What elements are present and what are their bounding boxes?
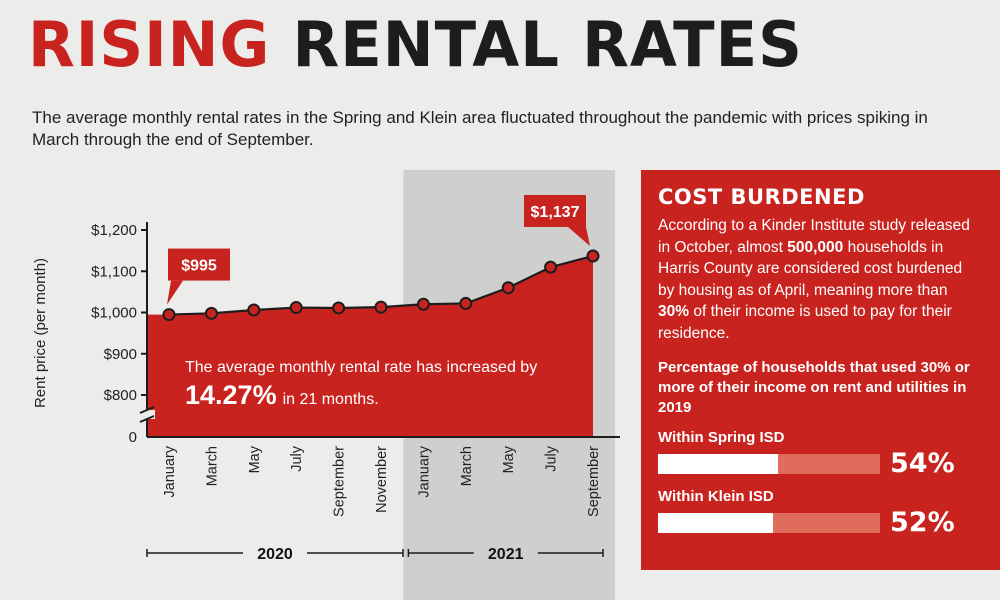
- x-tick-label: March: [204, 446, 220, 486]
- axis-break-mark: [139, 406, 155, 414]
- callout-label: $1,137: [531, 204, 580, 221]
- callout-label: $995: [181, 258, 217, 275]
- callout-box: [524, 194, 586, 227]
- title-highlight: RISING: [28, 8, 271, 81]
- year-label: 2020: [257, 546, 293, 563]
- y-tick-label: $1,100: [91, 263, 137, 280]
- x-tick-label: January: [416, 445, 432, 497]
- metric-value: 52%: [890, 507, 955, 538]
- axis-break-mark: [139, 415, 155, 423]
- metric-label: Within Spring ISD: [658, 429, 785, 446]
- data-point: [289, 301, 303, 315]
- metric-value: 54%: [890, 448, 955, 479]
- data-point: [247, 303, 261, 317]
- year-label: 2021: [488, 546, 524, 563]
- x-tick-label: January: [162, 445, 178, 497]
- data-point: [332, 301, 346, 315]
- page-subtitle: The average monthly rental rates in the …: [32, 108, 928, 149]
- metric-label: Within Klein ISD: [658, 488, 774, 505]
- axis-break-gap: [139, 410, 155, 419]
- data-point: [416, 297, 430, 311]
- data-point: [501, 281, 515, 295]
- panel-subheading: Percentage of households that used 30% o…: [658, 359, 970, 416]
- x-tick-label: September: [332, 446, 348, 517]
- y-zero-label: 0: [129, 429, 137, 446]
- metrics-list: Within Spring ISD 54% Within Klein ISD 52%: [658, 428, 982, 536]
- y-tick-label: $800: [104, 387, 137, 404]
- x-tick-label: May: [501, 445, 517, 473]
- x-tick-label: March: [459, 446, 475, 486]
- data-point: [586, 249, 600, 263]
- panel-body-emphasis: 500,000: [787, 238, 844, 256]
- panel-body-text: households in Harris County are consider…: [658, 238, 963, 299]
- x-tick-label: May: [247, 445, 263, 473]
- metric-bar: [658, 512, 880, 533]
- rental-rate-chart: $1,200 $1,100 $1,000 $900 $800 0 Rent price (p…: [32, 170, 620, 600]
- data-point: [374, 300, 388, 314]
- callout-box: [168, 248, 230, 281]
- metric-bar-fill: [658, 512, 774, 533]
- panel-body-text: of their income is used to pay for their…: [658, 303, 952, 342]
- y-tick-label: $1,200: [91, 222, 137, 239]
- metric-item: Within Spring ISD 54%: [658, 428, 982, 477]
- callout-pointer: [568, 226, 590, 246]
- metric-bar: [658, 453, 880, 474]
- data-point: [204, 306, 218, 320]
- annotation-highlight: 14.27% in 21 months.: [185, 380, 379, 410]
- page-title: RISING RENTAL RATES: [28, 14, 803, 76]
- panel-heading: COST BURDENED: [658, 185, 865, 209]
- panel-body-emphasis: 30%: [658, 303, 690, 320]
- cost-burdened-panel: COST BURDENED According to a Kinder Inst…: [641, 170, 1000, 570]
- annotation-line: The average monthly rental rate has incr…: [185, 359, 537, 376]
- y-tick-label: $1,000: [91, 305, 137, 322]
- data-point: [459, 296, 473, 310]
- x-tick-label: November: [374, 446, 390, 513]
- y-axis-label: Rent price (per month): [32, 258, 49, 408]
- panel-body-text: According to a Kinder Institute study re…: [658, 217, 970, 256]
- y-tick-label: $900: [104, 346, 137, 363]
- callout-pointer: [167, 280, 183, 305]
- area-fill: [147, 255, 593, 437]
- x-tick-label: July: [544, 445, 560, 472]
- x-tick-label: July: [289, 445, 305, 472]
- panel-body: According to a Kinder Institute study re…: [658, 215, 982, 344]
- x-tick-label: September: [586, 446, 602, 517]
- annotation-period: in 21 months.: [283, 391, 379, 408]
- data-point: [162, 308, 176, 322]
- metric-bar-fill: [658, 453, 778, 474]
- data-point: [544, 260, 558, 274]
- metric-item: Within Klein ISD 52%: [658, 487, 982, 536]
- title-main: RENTAL RATES: [292, 8, 803, 81]
- annotation-percent: 14.27%: [185, 380, 277, 410]
